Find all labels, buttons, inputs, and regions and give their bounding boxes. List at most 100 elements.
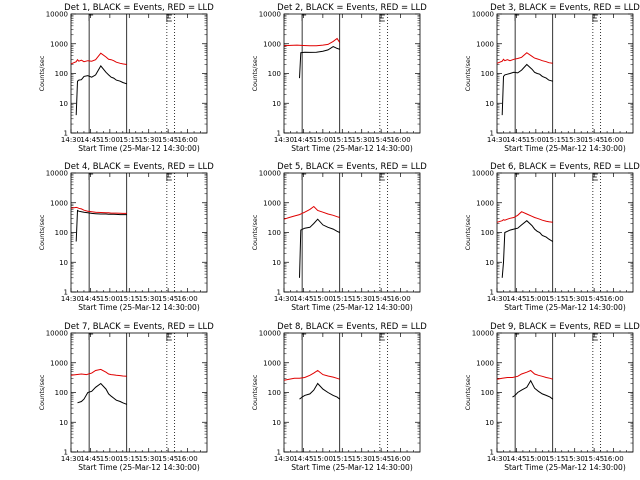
y-tick-label: 1000	[263, 359, 281, 367]
y-tick-label: 1	[277, 449, 281, 457]
series-line-events	[501, 220, 553, 278]
y-tick-label: 1	[64, 130, 68, 138]
y-tick-label: 10	[272, 419, 281, 427]
x-tick-label: 16:00	[603, 455, 623, 463]
x-tick-label: 15:15	[332, 455, 352, 463]
plot-title: Det 9, BLACK = Events, RED = LLD	[490, 322, 640, 332]
x-tick-label: 14:45	[293, 455, 313, 463]
y-axis-label: Counts/sec	[251, 55, 259, 91]
plot-frame	[70, 172, 208, 293]
x-axis-label: Start Time (25-Mar-12 14:30:00)	[504, 303, 626, 312]
y-tick-label: 10000	[259, 11, 281, 19]
x-tick-label: 15:15	[545, 455, 565, 463]
x-tick-label: 14:30	[274, 295, 294, 303]
x-tick-label: 15:45	[158, 136, 178, 144]
x-tick-label: 15:30	[139, 455, 159, 463]
marker-flag	[166, 173, 172, 181]
x-tick-label: 15:00	[313, 455, 333, 463]
x-tick-label: 15:45	[158, 295, 178, 303]
y-tick-label: 100	[55, 70, 68, 78]
plot-title: Det 2, BLACK = Events, RED = LLD	[277, 3, 427, 13]
y-tick-label: 1	[490, 289, 494, 297]
x-tick-label: 15:00	[526, 136, 546, 144]
x-tick-label: 15:30	[139, 136, 159, 144]
marker-flag	[88, 14, 94, 21]
series-line-events	[299, 218, 340, 278]
series-line-events	[299, 382, 341, 400]
plot-title: Det 1, BLACK = Events, RED = LLD	[64, 3, 214, 13]
y-tick-label: 1	[490, 130, 494, 138]
plot-title: Det 4, BLACK = Events, RED = LLD	[64, 162, 214, 172]
y-axis-label: Counts/sec	[464, 374, 472, 410]
marker-flag	[301, 14, 307, 21]
marker-flag	[379, 14, 385, 22]
series-line-lld	[283, 205, 340, 220]
marker-flag	[592, 14, 598, 22]
series-line-lld	[70, 368, 127, 377]
x-tick-label: 14:30	[274, 136, 294, 144]
marker-flag	[301, 173, 307, 180]
marker-flag	[514, 173, 520, 180]
y-tick-label: 1	[277, 289, 281, 297]
x-axis-label: Start Time (25-Mar-12 14:30:00)	[291, 463, 413, 472]
x-tick-label: 16:00	[390, 136, 410, 144]
y-tick-label: 1000	[50, 199, 68, 207]
x-tick-label: 15:15	[332, 295, 352, 303]
y-tick-label: 100	[55, 229, 68, 237]
x-tick-label: 15:00	[526, 295, 546, 303]
x-tick-label: 15:30	[565, 295, 585, 303]
y-axis-label: Counts/sec	[464, 214, 472, 250]
y-tick-label: 100	[268, 229, 281, 237]
x-axis-label: Start Time (25-Mar-12 14:30:00)	[78, 463, 200, 472]
marker-flag	[514, 333, 520, 340]
x-tick-label: 14:45	[506, 455, 526, 463]
x-tick-label: 15:00	[313, 295, 333, 303]
y-tick-label: 1000	[263, 40, 281, 48]
x-tick-label: 15:45	[584, 136, 604, 144]
plot-panel-3: Det 3, BLACK = Events, RED = LLD 14:30 14:…	[464, 3, 640, 153]
plot-title: Det 8, BLACK = Events, RED = LLD	[277, 322, 427, 332]
y-tick-label: 10	[485, 100, 494, 108]
plot-panel-4: Det 4, BLACK = Events, RED = LLD 14:30 14:…	[38, 162, 214, 312]
x-tick-label: 15:15	[545, 295, 565, 303]
x-tick-label: 15:15	[119, 455, 139, 463]
x-tick-label: 15:30	[565, 455, 585, 463]
x-tick-label: 14:45	[293, 295, 313, 303]
plot-panel-9: Det 9, BLACK = Events, RED = LLD 14:30 14:…	[464, 322, 640, 472]
series-line-lld	[283, 37, 341, 47]
y-tick-label: 10	[272, 259, 281, 267]
plot-panel-8: Det 8, BLACK = Events, RED = LLD 14:30 14:…	[251, 322, 427, 472]
series-line-lld	[496, 52, 553, 64]
marker-flag	[592, 173, 598, 181]
x-axis-label: Start Time (25-Mar-12 14:30:00)	[291, 144, 413, 153]
plot-frame	[70, 332, 208, 453]
x-tick-label: 16:00	[603, 295, 623, 303]
plot-panel-2: Det 2, BLACK = Events, RED = LLD 14:30 14:…	[251, 3, 427, 153]
y-axis-label: Counts/sec	[38, 55, 46, 91]
x-tick-label: 15:30	[565, 136, 585, 144]
x-tick-label: 15:15	[119, 295, 139, 303]
x-tick-label: 16:00	[390, 295, 410, 303]
x-tick-label: 15:45	[371, 136, 391, 144]
x-axis-label: Start Time (25-Mar-12 14:30:00)	[78, 303, 200, 312]
x-tick-label: 14:30	[61, 455, 81, 463]
plot-panel-7: Det 7, BLACK = Events, RED = LLD 14:30 14:…	[38, 322, 214, 472]
y-tick-label: 100	[55, 389, 68, 397]
y-tick-label: 10	[59, 419, 68, 427]
y-tick-label: 10	[485, 419, 494, 427]
x-tick-label: 14:30	[61, 136, 81, 144]
series-line-events	[299, 46, 340, 79]
x-tick-label: 15:00	[313, 136, 333, 144]
x-tick-label: 15:45	[371, 295, 391, 303]
x-tick-label: 15:00	[100, 136, 120, 144]
x-tick-label: 16:00	[390, 455, 410, 463]
plot-title: Det 3, BLACK = Events, RED = LLD	[490, 3, 640, 13]
x-tick-label: 14:45	[80, 455, 100, 463]
y-axis-label: Counts/sec	[251, 374, 259, 410]
y-tick-label: 100	[481, 70, 494, 78]
plot-frame	[283, 332, 421, 453]
y-tick-label: 1	[490, 449, 494, 457]
y-tick-label: 1000	[476, 359, 494, 367]
plot-frame	[70, 13, 208, 134]
